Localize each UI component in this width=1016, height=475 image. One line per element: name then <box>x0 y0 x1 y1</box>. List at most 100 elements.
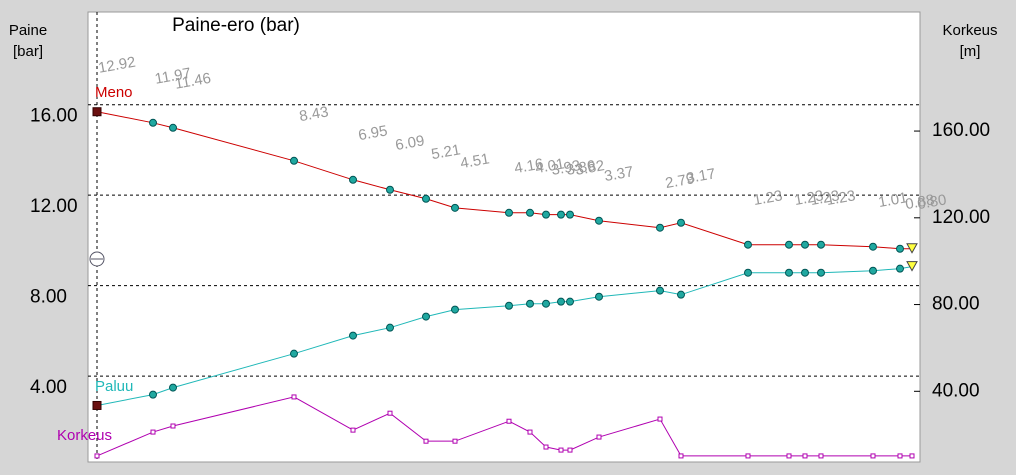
point <box>801 240 809 249</box>
diff-label: 11.97 <box>153 65 192 88</box>
y-tick-label: 12.00 <box>30 196 78 217</box>
y2-tick-label: 80.00 <box>932 294 980 315</box>
diff-label: 3.37 <box>603 163 635 185</box>
diff-label: 1.23 <box>793 187 825 209</box>
point <box>542 299 550 308</box>
series-name: Meno <box>95 84 133 101</box>
point <box>677 218 685 227</box>
point <box>505 208 513 217</box>
series-name: Korkeus <box>57 427 112 444</box>
point <box>906 243 918 254</box>
diff-label: 12.92 <box>97 54 137 77</box>
diff-label: 3.82 <box>574 157 606 179</box>
diff-label: 3.17 <box>685 165 717 187</box>
y-tick-label: 16.00 <box>30 106 78 127</box>
diff-label: 1.01 <box>877 189 909 211</box>
point <box>596 434 602 440</box>
point <box>786 453 792 459</box>
diff-label: 1.23 <box>752 187 784 209</box>
point <box>451 305 459 314</box>
point <box>386 185 394 194</box>
point <box>542 210 550 219</box>
point <box>291 394 297 400</box>
point <box>896 264 904 273</box>
point <box>557 210 565 219</box>
point <box>169 383 177 392</box>
diff-label: 4.51 <box>459 150 491 172</box>
diff-label: 1.23 <box>825 187 857 209</box>
point <box>801 268 809 277</box>
point <box>906 261 918 272</box>
diff-label: 4.01 <box>534 155 566 177</box>
point <box>349 331 357 340</box>
point <box>387 410 393 416</box>
point <box>452 438 458 444</box>
point <box>678 453 684 459</box>
point <box>423 438 429 444</box>
point <box>785 268 793 277</box>
point <box>543 444 549 450</box>
y-tick-label: 4.00 <box>30 377 67 398</box>
point <box>169 123 177 132</box>
point <box>505 301 513 310</box>
point <box>817 240 825 249</box>
point <box>870 453 876 459</box>
point <box>557 297 565 306</box>
point <box>422 312 430 321</box>
point <box>558 447 564 453</box>
point <box>595 292 603 301</box>
point <box>802 453 808 459</box>
y2-axis-label: Korkeus <box>942 22 997 39</box>
point <box>869 242 877 251</box>
point <box>150 429 156 435</box>
point <box>566 297 574 306</box>
point <box>745 453 751 459</box>
point <box>595 216 603 225</box>
point <box>170 423 176 429</box>
plot-area <box>87 11 921 463</box>
point <box>92 107 102 117</box>
point <box>290 156 298 165</box>
point <box>677 290 685 299</box>
point <box>506 418 512 424</box>
point <box>817 268 825 277</box>
diff-label: 3.93 <box>550 157 582 179</box>
series-name: Paluu <box>95 378 133 395</box>
point <box>526 299 534 308</box>
diff-label: 0.88 <box>904 191 936 213</box>
y-axis-label: Paine <box>9 22 47 39</box>
point <box>149 118 157 127</box>
diff-label: 1.23 <box>809 187 841 209</box>
diff-label: 6.09 <box>394 132 426 154</box>
point <box>386 323 394 332</box>
diff-label: 6.95 <box>357 122 389 144</box>
point <box>290 349 298 358</box>
point <box>422 194 430 203</box>
point <box>567 447 573 453</box>
point <box>657 416 663 422</box>
point <box>897 453 903 459</box>
point <box>896 244 904 253</box>
point <box>744 240 752 249</box>
point <box>656 223 664 232</box>
point <box>149 390 157 399</box>
y2-tick-label: 40.00 <box>932 380 980 401</box>
point <box>909 453 915 459</box>
y2-axis-label: [m] <box>960 43 981 60</box>
point <box>527 429 533 435</box>
point <box>869 266 877 275</box>
point <box>526 208 534 217</box>
chart-title: Paine-ero (bar) <box>172 15 300 36</box>
diff-label: 3.86 <box>565 157 597 179</box>
y2-tick-label: 120.00 <box>932 207 990 228</box>
diff-label: 4.16 <box>513 155 545 177</box>
y-tick-label: 8.00 <box>30 287 67 308</box>
point <box>566 210 574 219</box>
point <box>656 286 664 295</box>
point <box>92 400 102 410</box>
point <box>350 427 356 433</box>
diff-label: 8.43 <box>298 103 330 125</box>
point <box>349 175 357 184</box>
diff-label: 2.79 <box>664 170 696 192</box>
diff-label: 11.46 <box>173 70 212 93</box>
